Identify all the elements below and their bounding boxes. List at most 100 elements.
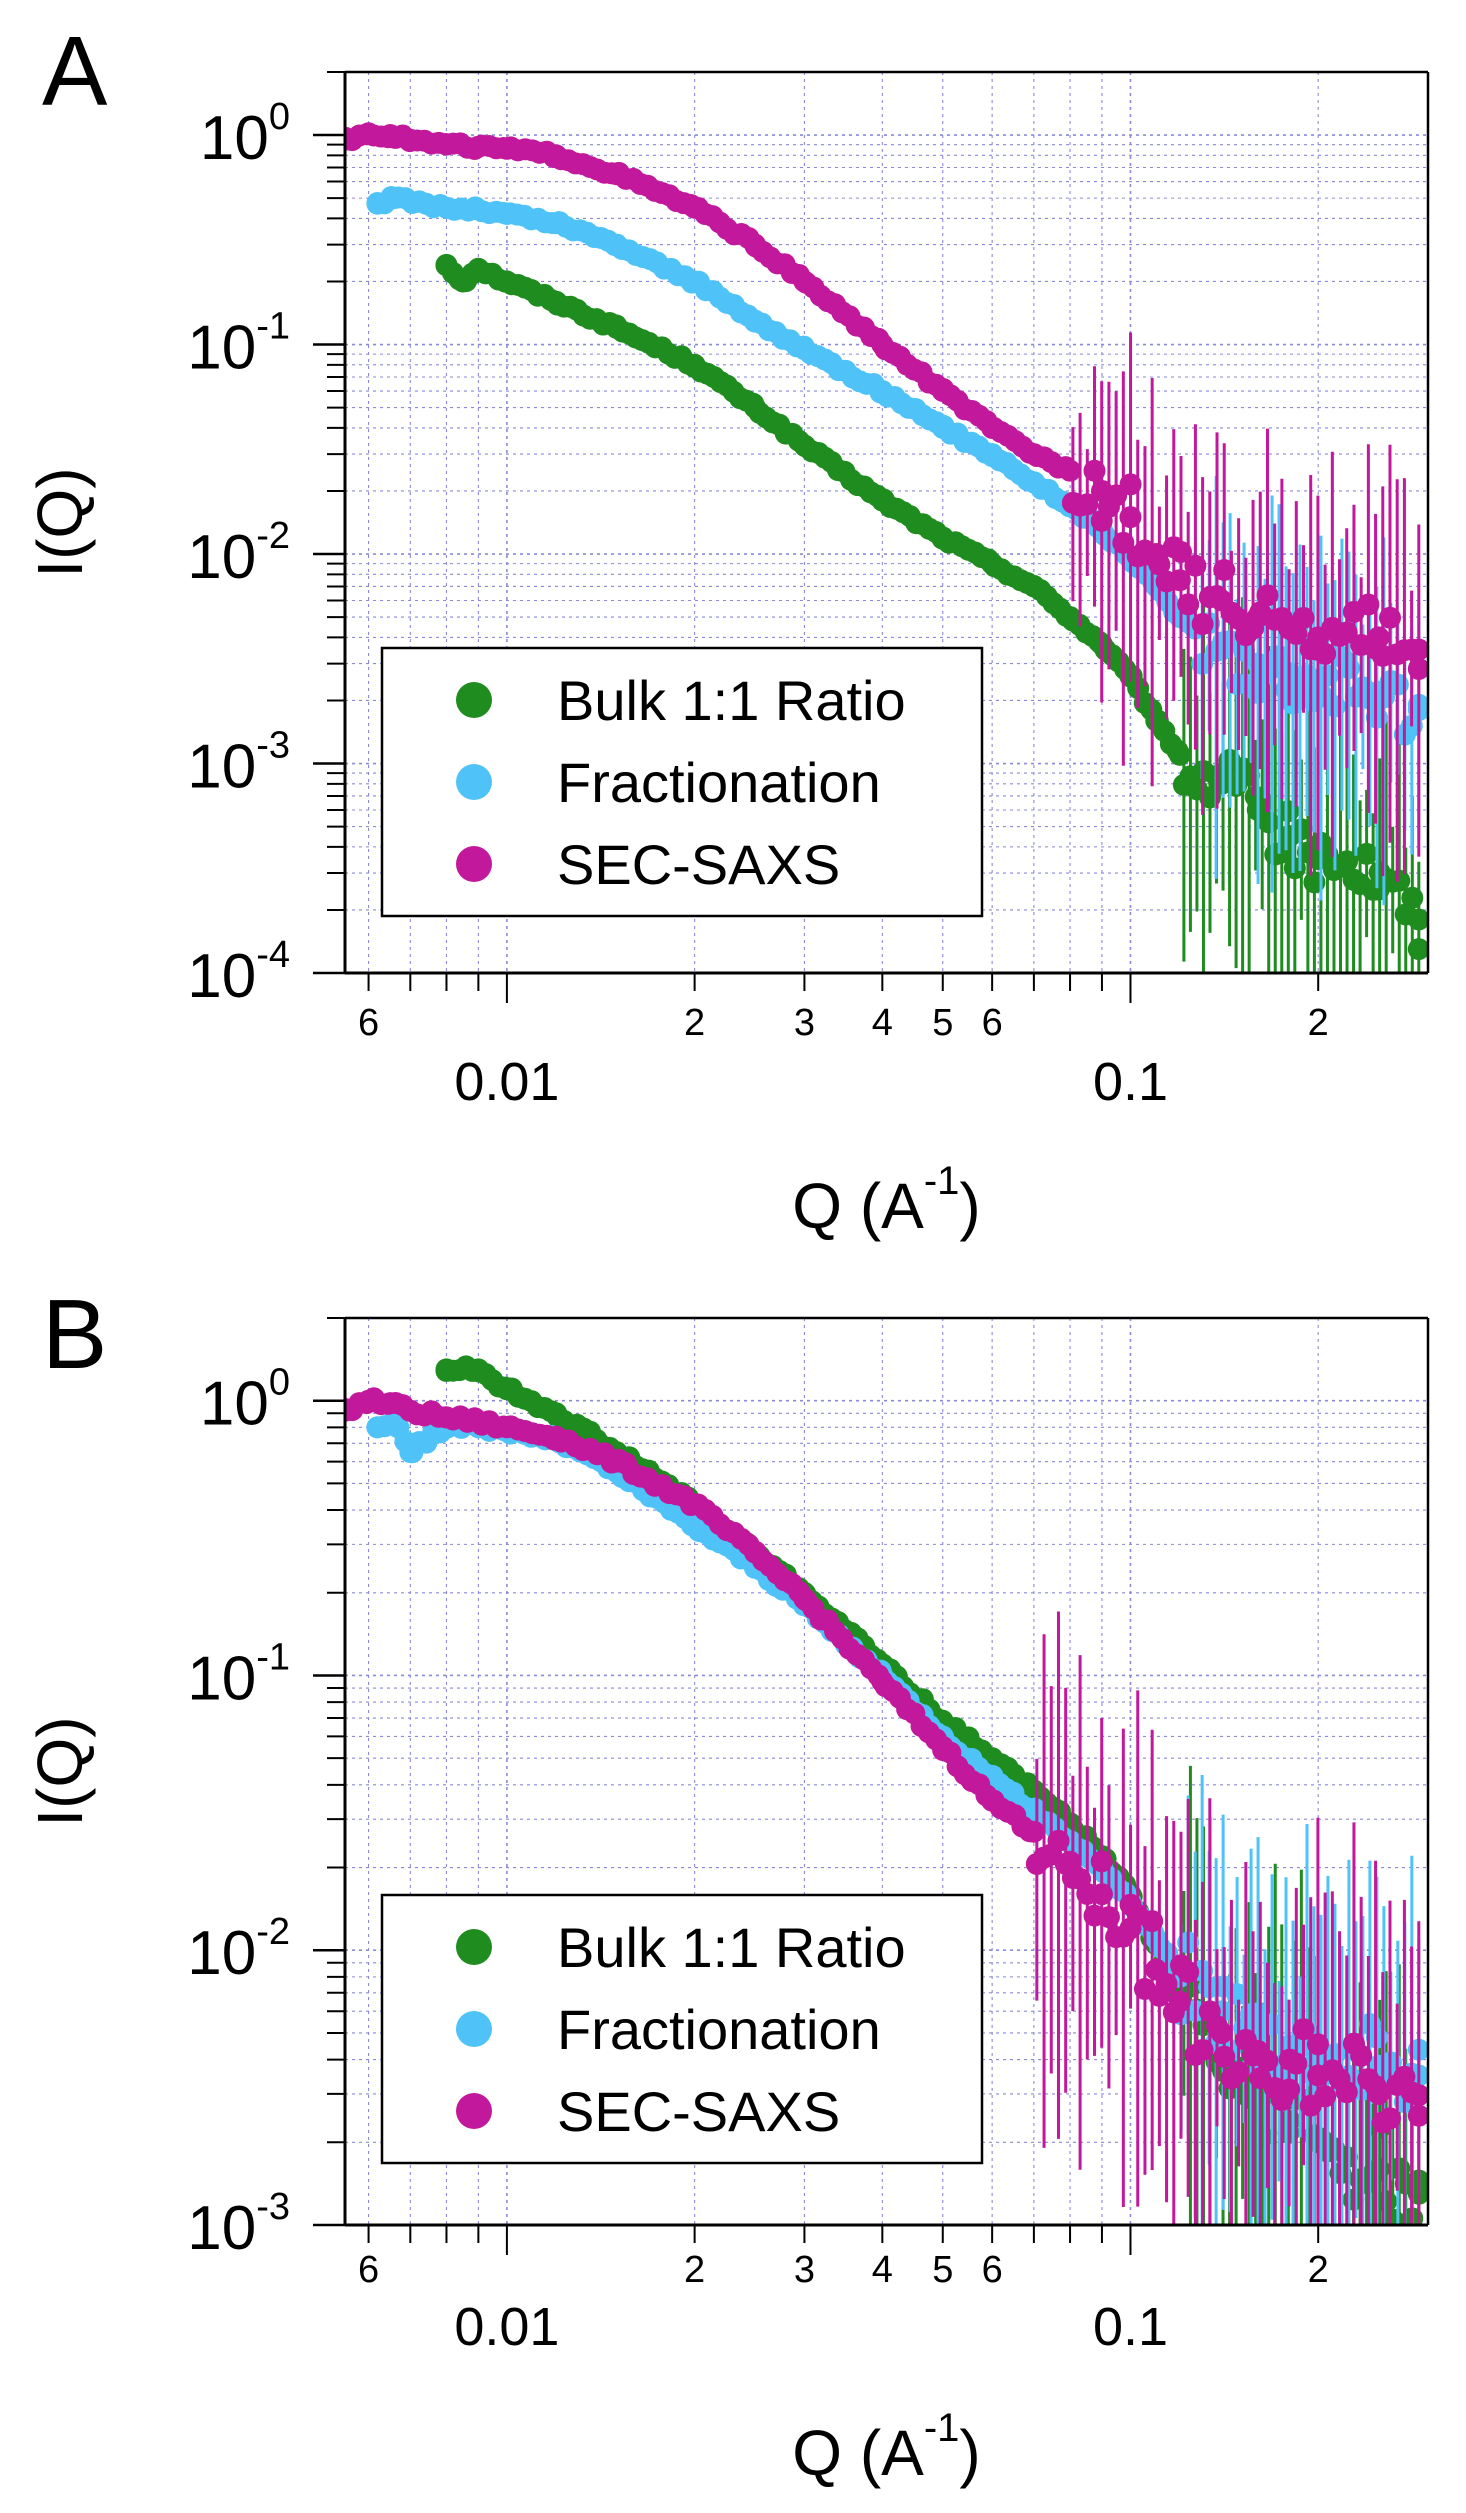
data-point: [1227, 2061, 1250, 2084]
data-point: [1314, 2085, 1337, 2108]
data-point: [1169, 540, 1192, 563]
data-point: [1307, 2064, 1330, 2087]
data-point: [871, 380, 894, 403]
data-point: [495, 1416, 518, 1439]
x-minor-tick-label: 6: [982, 2249, 1003, 2291]
data-point: [1047, 1829, 1070, 1852]
data-point: [435, 133, 458, 156]
y-tick-label: 10-3: [187, 2186, 290, 2263]
data-point: [1119, 506, 1142, 529]
y-tick-label: 10-1: [187, 1636, 290, 1713]
data-point: [1083, 459, 1106, 482]
data-point: [1177, 1961, 1200, 1984]
data-point: [793, 434, 816, 457]
data-point: [495, 202, 518, 225]
data-point: [1335, 2081, 1358, 2104]
data-point: [871, 1670, 894, 1693]
data-point: [1278, 825, 1301, 848]
data-point: [1145, 1958, 1168, 1981]
data-point: [1022, 575, 1045, 598]
data-point: [683, 270, 706, 293]
legend-marker: [456, 764, 492, 800]
data-point: [1407, 638, 1428, 661]
data-point: [1367, 626, 1390, 649]
data-point: [1168, 1990, 1191, 2013]
plot-area: [345, 122, 1428, 973]
data-point: [1378, 2107, 1401, 2130]
data-point: [357, 1389, 380, 1412]
y-tick-label: 10-2: [187, 515, 290, 592]
data-point: [981, 416, 1004, 439]
data-point: [1097, 1906, 1120, 1929]
x-minor-tick-label: 4: [872, 1002, 893, 1044]
data-point: [744, 233, 767, 256]
legend-label: Fractionation: [557, 751, 881, 814]
y-tick-label: 100: [200, 1362, 290, 1439]
legend-label: SEC-SAXS: [557, 833, 840, 896]
legend-label: Fractionation: [557, 1998, 881, 2061]
data-point: [545, 144, 568, 167]
y-tick-label: 10-1: [187, 306, 290, 383]
data-point: [1059, 459, 1082, 482]
data-point: [495, 137, 518, 160]
data-point: [744, 396, 767, 419]
x-minor-tick-label: 6: [982, 1002, 1003, 1044]
data-point: [1090, 1850, 1113, 1873]
y-axis-label: I(Q): [24, 1716, 96, 1826]
series-fractionation: [366, 1409, 1428, 2225]
legend-marker: [456, 2011, 492, 2047]
data-point: [435, 1406, 458, 1429]
data-point: [467, 135, 490, 158]
data-point: [379, 124, 402, 147]
data-point: [1378, 606, 1401, 629]
x-minor-tick-label: 2: [1308, 1002, 1329, 1044]
data-point: [1076, 493, 1099, 516]
y-tick-label: 10-2: [187, 1911, 290, 1988]
data-point: [1112, 531, 1135, 554]
data-point: [1246, 652, 1269, 675]
data-point: [545, 1402, 568, 1425]
data-point: [1191, 2038, 1214, 2061]
data-point: [366, 192, 389, 215]
data-point: [683, 353, 706, 376]
legend-marker: [456, 846, 492, 882]
data-point: [1213, 559, 1236, 582]
x-minor-tick-label: 6: [358, 2249, 379, 2291]
x-major-tick-label: 0.01: [454, 2297, 559, 2357]
data-point: [1145, 709, 1168, 732]
data-point: [1210, 2021, 1233, 2044]
data-point: [1357, 593, 1380, 616]
x-minor-tick-label: 5: [932, 1002, 953, 1044]
series-sec_saxs: [345, 122, 1428, 882]
data-point: [981, 443, 1004, 466]
data-point: [683, 1514, 706, 1537]
data-point: [931, 1735, 954, 1758]
data-point: [1278, 2048, 1301, 2071]
data-point: [981, 1789, 1004, 1812]
data-point: [467, 198, 490, 221]
data-point: [1407, 2104, 1428, 2127]
data-point: [1022, 471, 1045, 494]
data-point: [793, 270, 816, 293]
data-point: [1278, 615, 1301, 638]
data-point: [605, 233, 628, 256]
x-major-tick-label: 0.01: [454, 1052, 559, 1112]
data-point: [793, 338, 816, 361]
x-minor-tick-label: 6: [358, 1002, 379, 1044]
data-point: [399, 1399, 422, 1422]
data-point: [931, 526, 954, 549]
x-major-tick-label: 0.1: [1093, 1052, 1168, 1112]
data-point: [451, 270, 474, 293]
data-point: [1246, 2039, 1269, 2062]
x-minor-tick-label: 2: [684, 1002, 705, 1044]
data-point: [1278, 2078, 1301, 2101]
y-axis-label: I(Q): [24, 467, 96, 577]
y-tick-label: 10-4: [187, 934, 290, 1011]
data-point: [1407, 908, 1428, 931]
data-point: [1119, 473, 1142, 496]
data-point: [1307, 626, 1330, 649]
data-point: [1210, 638, 1233, 661]
data-point: [1059, 606, 1082, 629]
